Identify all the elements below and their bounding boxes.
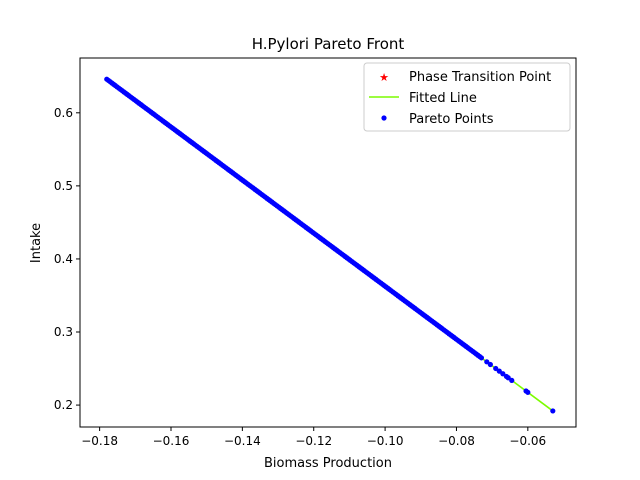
legend-item-pareto-points: Pareto Points xyxy=(381,112,494,127)
pareto-point xyxy=(505,375,511,381)
pareto-point xyxy=(525,389,531,395)
y-tick-label: 0.2 xyxy=(54,398,73,412)
chart-title: H.Pylori Pareto Front xyxy=(252,35,405,53)
y-tick-label: 0.4 xyxy=(54,252,73,266)
y-tick-label: 0.3 xyxy=(54,325,73,339)
x-axis-label: Biomass Production xyxy=(264,456,392,471)
x-tick-label: −0.10 xyxy=(367,434,404,448)
x-axis: −0.18 −0.16 −0.14 −0.12 −0.10 −0.08 −0.06 xyxy=(81,427,546,448)
legend-dot-icon xyxy=(381,115,387,121)
pareto-point xyxy=(484,359,490,365)
y-axis: 0.2 0.3 0.4 0.5 0.6 xyxy=(54,106,80,412)
legend-item-fitted-line: Fitted Line xyxy=(369,91,477,106)
x-tick-label: −0.14 xyxy=(224,434,261,448)
pareto-point xyxy=(550,408,556,414)
legend-box xyxy=(363,62,571,132)
y-axis-label: Intake xyxy=(29,223,44,263)
legend-label-pareto-points: Pareto Points xyxy=(409,112,494,127)
pareto-point xyxy=(496,368,502,374)
x-tick-label: −0.06 xyxy=(509,434,546,448)
legend-label-phase-transition: Phase Transition Point xyxy=(409,70,551,85)
pareto-points-layer xyxy=(104,76,556,414)
x-tick-label: −0.12 xyxy=(295,434,332,448)
pareto-point xyxy=(478,355,485,361)
pareto-point xyxy=(487,361,493,368)
legend-star-icon: ★ xyxy=(379,71,389,84)
legend: ★ Phase Transition Point Fitted Line Par… xyxy=(363,62,571,132)
pareto-point xyxy=(509,377,515,384)
x-tick-label: −0.16 xyxy=(153,434,190,448)
pareto-point xyxy=(500,371,506,377)
y-tick-label: 0.5 xyxy=(54,179,73,193)
pareto-point xyxy=(493,365,499,372)
y-tick-label: 0.6 xyxy=(54,106,73,120)
x-tick-label: −0.08 xyxy=(438,434,475,448)
legend-item-phase-transition: ★ Phase Transition Point xyxy=(379,70,551,85)
x-tick-label: −0.18 xyxy=(81,434,118,448)
legend-label-fitted-line: Fitted Line xyxy=(409,91,477,106)
